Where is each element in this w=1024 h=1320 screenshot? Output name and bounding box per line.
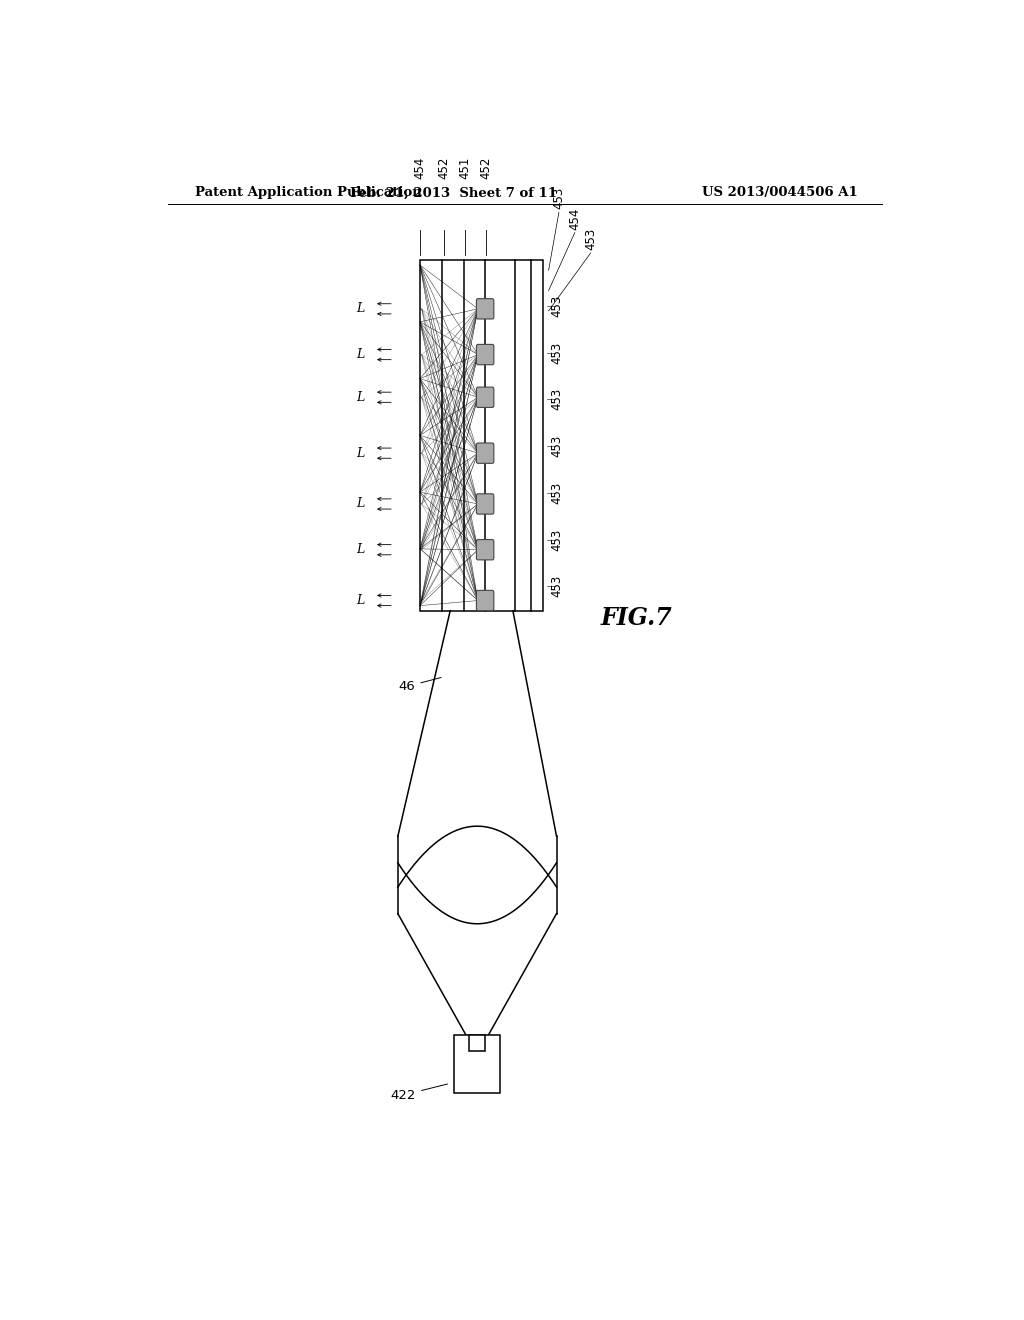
FancyBboxPatch shape (476, 444, 494, 463)
Text: L: L (356, 446, 365, 459)
Text: 453: 453 (550, 388, 563, 411)
Text: 46: 46 (398, 677, 441, 693)
Text: L: L (356, 302, 365, 315)
Text: 453: 453 (550, 528, 563, 550)
FancyBboxPatch shape (476, 494, 494, 515)
Text: US 2013/0044506 A1: US 2013/0044506 A1 (702, 186, 858, 199)
FancyBboxPatch shape (476, 298, 494, 319)
Text: 453: 453 (550, 434, 563, 457)
Text: L: L (356, 544, 365, 556)
Text: 453: 453 (550, 482, 563, 504)
Text: 453: 453 (550, 294, 563, 317)
FancyBboxPatch shape (476, 387, 494, 408)
Text: L: L (356, 391, 365, 404)
Text: 452: 452 (437, 156, 451, 178)
Text: Patent Application Publication: Patent Application Publication (196, 186, 422, 199)
Text: 422: 422 (391, 1084, 447, 1102)
Bar (420, 260, 543, 611)
Text: L: L (356, 348, 365, 362)
FancyBboxPatch shape (476, 540, 494, 560)
Text: FIG.7: FIG.7 (600, 606, 672, 630)
FancyBboxPatch shape (476, 590, 494, 611)
Text: Feb. 21, 2013  Sheet 7 of 11: Feb. 21, 2013 Sheet 7 of 11 (350, 186, 557, 199)
FancyBboxPatch shape (476, 345, 494, 364)
Bar (469, 1035, 485, 1051)
Text: L: L (356, 498, 365, 511)
Text: 453: 453 (550, 342, 563, 363)
Text: 453: 453 (552, 187, 565, 210)
Text: 452: 452 (479, 156, 493, 178)
Text: 453: 453 (584, 227, 597, 249)
Text: 453: 453 (550, 576, 563, 598)
Text: 454: 454 (414, 156, 427, 178)
Text: L: L (356, 594, 365, 607)
Text: 451: 451 (459, 156, 472, 178)
Bar (455, 1035, 500, 1093)
Text: 454: 454 (568, 207, 582, 230)
